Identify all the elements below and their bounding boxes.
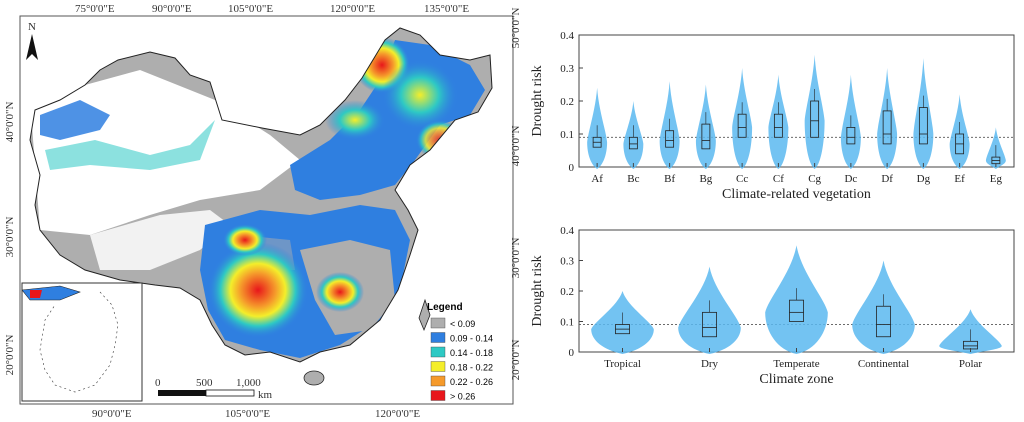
- legend-item-label: > 0.26: [450, 392, 475, 402]
- bottom-coord-label: 120°0'0"E: [375, 408, 420, 420]
- legend-item-label: < 0.09: [450, 319, 475, 329]
- x-tick-label: Dg: [917, 173, 931, 185]
- x-tick-label: Eg: [990, 173, 1003, 185]
- y-tick-label: 0.1: [560, 129, 574, 141]
- legend-title: Legend: [427, 302, 463, 313]
- plot-frame: [578, 34, 1015, 168]
- map-canvas: N 0 500 1,000 km Legend < 0.09 0.09 - 0.1…: [4, 3, 520, 420]
- violin-shape: [695, 84, 716, 169]
- x-tick-label: Continental: [858, 358, 909, 370]
- violin-chart-climate-zone: 0 0.1 0.2 0.3 0.4 Tropical Dry Temperate Contine…: [530, 225, 1015, 387]
- legend-item-label: 0.14 - 0.18: [450, 348, 493, 358]
- x-axis-title: Climate-related vegetation: [722, 187, 871, 202]
- right-coord-label: 50°0'0"N: [510, 8, 520, 49]
- north-label: N: [28, 21, 36, 33]
- scale-label-1000: 1,000: [236, 377, 261, 389]
- inset-hotspot: [30, 290, 42, 298]
- left-coord-label: 40°0'0"N: [4, 102, 16, 143]
- x-axis-title: Climate zone: [759, 372, 833, 387]
- x-tick-label: Dc: [844, 173, 857, 185]
- legend-swatch: [430, 361, 446, 372]
- bottom-coordinates: 90°0'0"E 105°0'0"E 120°0'0"E: [92, 408, 420, 420]
- box-iqr: [702, 311, 717, 338]
- violin-shape: [768, 74, 789, 169]
- bottom-coord-label: 105°0'0"E: [225, 408, 270, 420]
- x-tick-label: Temperate: [773, 358, 819, 370]
- violin-shape: [877, 68, 898, 169]
- x-tick-label: Cg: [808, 173, 821, 185]
- left-coord-label: 30°0'0"N: [4, 217, 16, 258]
- legend-swatch: [430, 317, 446, 329]
- south-china-sea-inset: [21, 282, 143, 402]
- x-tick-label: Bg: [699, 173, 712, 185]
- left-coord-label: 20°0'0"N: [4, 335, 16, 376]
- inset-dashes: [39, 291, 119, 393]
- right-coordinates: 50°0'0"N 40°0'0"N 30°0'0"N 20°0'0"N: [510, 8, 520, 381]
- y-axis-title: Drought risk: [530, 255, 545, 326]
- y-tick-label: 0: [569, 347, 575, 359]
- x-tick-label: Df: [881, 173, 893, 185]
- top-coord-label: 105°0'0"E: [228, 3, 273, 15]
- y-axis-title: Drought risk: [530, 65, 545, 136]
- left-coordinates: 40°0'0"N 30°0'0"N 20°0'0"N: [4, 102, 16, 376]
- right-coord-label: 20°0'0"N: [510, 340, 520, 381]
- china-outline: [29, 27, 493, 363]
- x-tick-label: Tropical: [604, 358, 641, 370]
- violin-shape: [852, 260, 915, 354]
- y-tick-label: 0.3: [560, 256, 574, 268]
- map-legend: Legend < 0.09 0.09 - 0.14 0.14 - 0.18 0.18 …: [427, 302, 493, 402]
- x-tick-label: Ef: [954, 173, 965, 185]
- y-tick-label: 0.2: [560, 286, 574, 298]
- top-coord-label: 120°0'0"E: [330, 3, 375, 15]
- top-coord-label: 75°0'0"E: [75, 3, 115, 15]
- right-coord-label: 30°0'0"N: [510, 238, 520, 279]
- y-tick-label: 0.4: [560, 225, 574, 237]
- violin-shape: [913, 58, 934, 169]
- bottom-coord-label: 90°0'0"E: [92, 408, 132, 420]
- top-coord-label: 135°0'0"E: [424, 3, 469, 15]
- violin-shape: [732, 68, 753, 169]
- top-coord-label: 90°0'0"E: [152, 3, 192, 15]
- x-tick-label: Polar: [959, 358, 983, 370]
- legend-swatch: [430, 390, 446, 401]
- x-tick-label: Dry: [701, 358, 719, 370]
- y-tick-label: 0.1: [560, 317, 574, 329]
- taiwan-island: [418, 298, 431, 332]
- scale-label-500: 500: [196, 377, 213, 389]
- legend-item-label: 0.09 - 0.14: [450, 334, 493, 344]
- x-tick-label: Af: [591, 173, 603, 185]
- violin-shape: [804, 54, 825, 169]
- legend-item-label: 0.18 - 0.22: [450, 363, 493, 373]
- x-tick-label: Bc: [627, 173, 639, 185]
- y-tick-label: 0.3: [560, 63, 574, 75]
- legend-swatch: [430, 375, 446, 387]
- scale-label-0: 0: [155, 377, 161, 389]
- scale-unit: km: [258, 389, 273, 401]
- y-tick-label: 0: [569, 162, 575, 174]
- scale-bar: 0 500 1,000 km: [155, 377, 273, 401]
- x-tick-label: Cc: [736, 173, 748, 185]
- north-arrow: N: [26, 21, 38, 60]
- hainan-island: [303, 370, 325, 386]
- legend-swatch: [430, 332, 446, 343]
- y-tick-label: 0.2: [560, 96, 574, 108]
- legend-swatch: [430, 346, 446, 358]
- right-coord-label: 40°0'0"N: [510, 126, 520, 167]
- legend-item-label: 0.22 - 0.26: [450, 377, 493, 387]
- top-coordinates: 75°0'0"E 90°0'0"E 105°0'0"E 120°0'0"E 135°0'…: [75, 3, 469, 15]
- x-tick-label: Bf: [664, 173, 675, 185]
- drought-risk-map: N 0 500 1,000 km Legend < 0.09 0.09 - 0.1…: [4, 3, 520, 420]
- x-tick-label: Cf: [773, 173, 784, 185]
- violin-chart-vegetation: 0 0.1 0.2 0.3 0.4 Af Bc Bf Bg Cc Cf Cg Dc Df Dg Ef Eg Cli…: [530, 30, 1015, 202]
- y-tick-label: 0.4: [560, 30, 574, 42]
